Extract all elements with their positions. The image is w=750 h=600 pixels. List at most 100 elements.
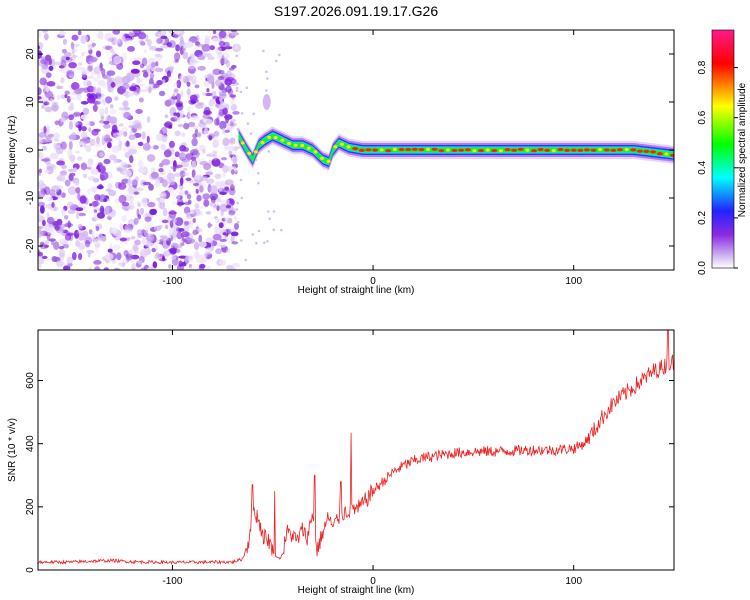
noise-speckle [60, 117, 66, 123]
noise-speck [255, 241, 258, 245]
noise-speckle [161, 219, 169, 224]
noise-speckle [174, 151, 180, 158]
noise-speckle [225, 204, 232, 209]
signal-peak [670, 153, 674, 157]
noise-speckle [213, 204, 217, 208]
noise-speckle [163, 250, 171, 257]
noise-speckle [51, 201, 55, 208]
noise-speckle [174, 59, 179, 63]
noise-speckle [174, 52, 181, 61]
noise-speckle [82, 107, 90, 116]
noise-speckle [123, 169, 132, 178]
noise-speckle [146, 116, 151, 123]
snr-y-tick-label: 200 [25, 498, 36, 515]
noise-speckle [38, 87, 42, 96]
noise-speckle [172, 166, 177, 172]
noise-speckle [82, 79, 92, 87]
noise-speckle [207, 56, 215, 60]
noise-speckle [216, 205, 220, 212]
noise-speckle [149, 77, 154, 86]
noise-speckle [81, 126, 87, 132]
noise-speckle [150, 171, 159, 179]
noise-speckle [205, 178, 215, 184]
noise-speckle [96, 136, 100, 144]
noise-speck [275, 59, 278, 63]
noise-speckle [106, 70, 116, 76]
noise-speckle [144, 216, 152, 222]
noise-speckle [61, 192, 66, 198]
noise-speckle [188, 219, 194, 229]
noise-speckle [107, 248, 113, 253]
spectrogram-y-ticks: -20 -10 0 10 20 [25, 48, 674, 253]
noise-speckle [47, 229, 55, 236]
colorbar-tick-label: 0.0 [697, 261, 708, 275]
noise-speckle [44, 90, 53, 99]
noise-speckle [53, 138, 60, 142]
noise-speckle [127, 46, 135, 52]
noise-speck [280, 228, 283, 232]
noise-speckle [192, 218, 196, 223]
noise-speckle [176, 194, 181, 201]
noise-speckle [218, 69, 225, 75]
noise-speckle [174, 130, 181, 137]
noise-speckle [49, 225, 55, 233]
noise-speckle [144, 247, 151, 256]
noise-speckle [66, 69, 75, 76]
noise-speckle [96, 73, 101, 79]
noise-speckle [174, 217, 184, 226]
noise-speckle [64, 52, 72, 57]
noise-speckle [42, 145, 47, 151]
signal-peak [411, 147, 418, 151]
noise-speckle [121, 201, 130, 207]
noise-speckle [38, 251, 44, 257]
noise-speckle [186, 106, 192, 113]
noise-speckle [194, 174, 203, 181]
noise-speckle [184, 201, 192, 205]
noise-speckle [206, 153, 216, 157]
noise-speckle [77, 192, 81, 201]
noise-speckle [103, 120, 110, 125]
noise-speckle [140, 267, 145, 270]
noise-speckle [121, 82, 130, 90]
noise-speckle [159, 200, 166, 210]
noise-speck [240, 239, 243, 242]
noise-speckle [234, 222, 239, 230]
snr-y-axis-label: SNR (10 * v/v) [7, 418, 18, 482]
noise-speckle [231, 241, 239, 245]
noise-speckle [38, 30, 42, 38]
noise-speckle [71, 82, 80, 91]
noise-speckle [229, 94, 237, 98]
noise-speckle [68, 120, 73, 130]
colorbar-label: Normalized spectral amplitude [737, 82, 748, 217]
noise-speckle [228, 150, 233, 155]
noise-speckle [111, 227, 118, 235]
noise-speckle [93, 238, 101, 247]
signal-peak [537, 147, 544, 152]
noise-speckle [67, 220, 71, 229]
noise-speckle [227, 145, 236, 152]
noise-speckle [162, 255, 165, 262]
noise-speckle [189, 149, 199, 156]
snr-x-ticks: -100 0 100 [162, 330, 582, 587]
noise-speckle [108, 116, 118, 124]
noise-speckle [46, 125, 50, 134]
noise-speckle [78, 124, 82, 132]
noise-speckle [181, 231, 190, 238]
noise-speck [235, 89, 239, 92]
signal-peak [240, 141, 245, 145]
noise-speckle [59, 238, 68, 245]
noise-speckle [159, 30, 168, 33]
noise-speckle [225, 199, 230, 205]
noise-speckle [149, 83, 154, 88]
noise-speckle [132, 60, 141, 65]
noise-speckle [94, 266, 101, 270]
noise-speckle [192, 229, 198, 236]
noise-speckle [112, 30, 121, 35]
noise-speckle [56, 94, 61, 101]
noise-speck [240, 112, 244, 115]
noise-speckle [62, 38, 67, 45]
noise-speckle [222, 232, 227, 236]
noise-speckle [51, 256, 58, 262]
signal-peak [577, 148, 584, 152]
noise-speck [235, 208, 239, 211]
